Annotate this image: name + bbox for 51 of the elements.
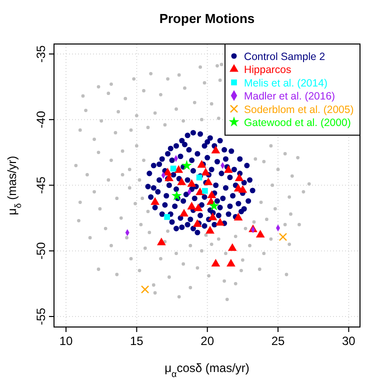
chart-title: Proper Motions (159, 11, 255, 26)
x-tick-label: 20 (200, 334, 214, 348)
point (256, 230, 265, 238)
point (140, 285, 150, 294)
legend-label: Hipparcos (244, 64, 292, 76)
point (211, 258, 220, 267)
point (156, 238, 166, 246)
y-tick-label: -35 (34, 44, 48, 63)
legend-label: Melis et al. (2014) (244, 77, 328, 90)
point (228, 243, 237, 251)
x-axis-title: μ$_{α}$cosδ (mas/yr) (164, 361, 250, 379)
point (181, 160, 192, 170)
point (208, 212, 218, 220)
y-tick-label: -40 (34, 110, 48, 128)
point (171, 190, 182, 200)
point (194, 203, 203, 212)
x-tick-label: 10 (59, 334, 74, 348)
point (204, 177, 213, 186)
point (202, 188, 208, 194)
y-tick-label: -45 (34, 176, 48, 194)
point (164, 214, 170, 220)
point (208, 200, 220, 210)
point (187, 202, 196, 210)
point (238, 185, 248, 193)
legend-label: Soderblom et al. (2005) (244, 104, 354, 116)
point (211, 146, 220, 154)
point (224, 165, 233, 173)
point (207, 190, 216, 198)
point (201, 168, 210, 176)
point (180, 208, 188, 217)
point (177, 177, 186, 186)
point (234, 173, 244, 182)
point (234, 212, 243, 220)
x-tick-label: 25 (271, 334, 286, 348)
point (216, 218, 225, 226)
y-tick-label: -50 (34, 242, 48, 260)
point (187, 179, 196, 187)
x-tick-label: 15 (130, 334, 144, 348)
y-tick-label: -55 (34, 308, 48, 326)
point (226, 258, 236, 267)
point (197, 160, 206, 168)
point (192, 219, 202, 227)
point (150, 197, 160, 205)
legend-label: Gatewood et al. (2000) (244, 117, 351, 129)
legend-label: Control Sample 2 (244, 51, 326, 63)
legend-label: Madler et al. (2016) (244, 90, 336, 103)
point (206, 226, 214, 234)
point (174, 165, 184, 173)
point (278, 232, 288, 242)
point (170, 166, 176, 172)
x-tick-label: 30 (342, 334, 356, 348)
